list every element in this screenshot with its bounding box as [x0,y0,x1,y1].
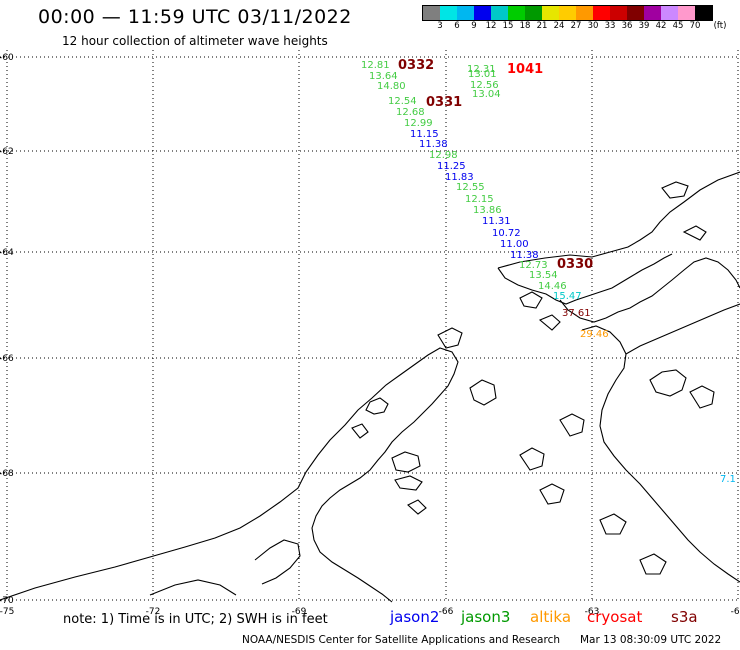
color-swatch [542,6,559,20]
axis-labels: -60 -62 -64 -66 -68 -70-75 -72 -69 -66 -63 -60 [0,53,740,617]
color-swatch [525,6,542,20]
color-swatch [508,6,525,20]
color-swatch [678,6,695,20]
color-scale-tick: 21 [536,21,548,31]
color-scale-bar [422,5,713,21]
color-scale-tick: 12 [485,21,497,31]
wave-height-value: 13.64 [369,71,398,82]
map-title: 00:00 — 11:59 UTC 03/11/2022 [38,6,352,28]
color-swatch [440,6,457,20]
color-scale-tick: 45 [672,21,684,31]
longitude-label: -75 [0,607,14,617]
wave-height-value: 11.00 [500,239,529,250]
color-scale-tick: 70 [689,21,701,31]
graticule-grid [0,50,740,601]
legend-item-jason2: jason2 [390,608,440,626]
track-time-label: 0332 [398,58,434,73]
color-scale-tick: 27 [570,21,582,31]
wave-height-value: 12.54 [388,96,417,107]
color-swatch [644,6,661,20]
color-scale-labels: 3 6 9 12 15 18 21 24 27 30 33 36 39 42 45 70 (ft) [422,21,740,33]
track-time-label: 0330 [557,257,593,272]
wave-height-value: 37.61 [562,308,591,319]
color-swatch [559,6,576,20]
latitude-label: -62 [0,147,14,157]
color-swatch [491,6,508,20]
wave-height-value: 12.98 [429,150,458,161]
wave-height-value: 11.83 [445,172,474,183]
color-swatch [474,6,491,20]
legend-item-s3a: s3a [671,608,698,626]
wave-height-value: 12.31 [467,64,496,75]
color-swatch [661,6,678,20]
wave-height-value: 11.38 [419,139,448,150]
color-scale-unit: (ft) [713,21,727,31]
wave-height-value: 12.56 [470,80,499,91]
wave-height-labels: 0332 10410331033012.8113.6414.8012.3113.0… [361,58,736,485]
longitude-label: -63 [585,607,600,617]
wave-height-value: 14.80 [377,81,406,92]
longitude-label: -60 [731,607,740,617]
wave-height-value: 7.1 [720,474,736,485]
map-subtitle: 12 hour collection of altimeter wave hei… [62,34,328,48]
wave-height-value: 10.72 [492,228,521,239]
color-swatch [576,6,593,20]
color-scale-tick: 18 [519,21,531,31]
credit-line: NOAA/NESDIS Center for Satellite Applica… [242,634,560,646]
wave-height-value: 12.81 [361,60,390,71]
color-scale-tick: 9 [471,21,477,31]
track-time-label: 0331 [426,95,462,110]
coastline [0,171,740,603]
wave-height-value: 12.68 [396,107,425,118]
color-scale-tick: 24 [553,21,565,31]
longitude-label: -66 [439,607,454,617]
color-swatch [457,6,474,20]
color-scale-tick: 3 [437,21,443,31]
latitude-label: -66 [0,354,14,364]
color-scale-tick: 15 [502,21,514,31]
color-swatch [423,6,440,20]
latitude-label: -68 [0,469,14,479]
wave-height-value: 15.47 [553,291,582,302]
color-scale-tick: 36 [621,21,633,31]
color-scale-tick: 42 [655,21,667,31]
wave-height-value: 29.46 [580,329,609,340]
legend-item-cryosat: cryosat [587,608,643,626]
wave-height-value: 13.86 [473,205,502,216]
latitude-label: -64 [0,248,14,258]
wave-height-value: 14.46 [538,281,567,292]
wave-height-value: 12.99 [404,118,433,129]
color-swatch [593,6,610,20]
wave-height-value: 13.04 [472,89,501,100]
track-time-label: 1041 [507,62,543,77]
color-scale-tick: 33 [604,21,616,31]
color-swatch [695,6,712,20]
latitude-label: -70 [0,596,14,606]
color-swatch [627,6,644,20]
wave-height-value: 12.55 [456,182,485,193]
longitude-label: -72 [146,607,161,617]
color-scale-tick: 30 [587,21,599,31]
color-swatch [610,6,627,20]
wave-height-value: 12.73 [519,260,548,271]
wave-height-value: 12.15 [465,194,494,205]
latitude-label: -60 [0,53,14,63]
color-scale-tick: 39 [638,21,650,31]
wave-height-value: 13.01 [468,69,497,80]
wave-height-value: 13.54 [529,270,558,281]
longitude-label: -69 [292,607,307,617]
wave-height-value: 11.38 [510,250,539,261]
generated-timestamp: Mar 13 08:30:09 UTC 2022 [580,634,722,646]
footnote: note: 1) Time is in UTC; 2) SWH is in fe… [63,612,328,627]
wave-height-value: 11.31 [482,216,511,227]
color-scale-tick: 6 [454,21,460,31]
wave-height-value: 11.15 [410,129,439,140]
wave-height-value: 11.25 [437,161,466,172]
legend-item-altika: altika [530,608,572,626]
legend-item-jason3: jason3 [461,608,511,626]
